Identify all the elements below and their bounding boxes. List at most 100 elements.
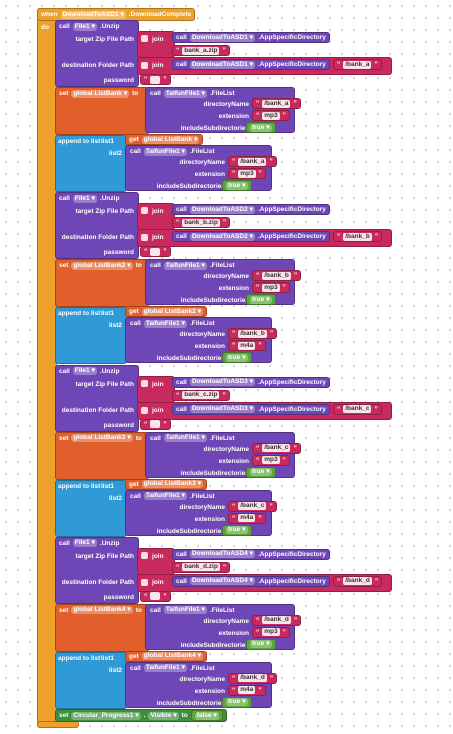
text-block: “/bank_d” xyxy=(333,575,383,587)
quote-close: ” xyxy=(222,563,227,571)
component-dropdown[interactable]: TaifunFile1 ▾ xyxy=(143,319,187,328)
password-text-value[interactable] xyxy=(150,420,161,429)
text-block-value[interactable]: mp3 xyxy=(262,456,280,465)
text-block-value[interactable]: bank_c.zip xyxy=(182,391,220,400)
quote-close: ” xyxy=(258,686,262,694)
text-block-value[interactable]: bank_a.zip xyxy=(182,46,220,55)
to-label: to xyxy=(135,262,142,270)
variable-dropdown[interactable]: global ListBank4 ▾ xyxy=(71,606,133,615)
unzip-block xyxy=(55,536,139,604)
component-dropdown[interactable]: TaifunFile1 ▾ xyxy=(143,664,187,673)
boolean[interactable]: true ▾ xyxy=(250,295,272,304)
call-label: call xyxy=(59,367,70,375)
variable-dropdown-value: global ListBank4 xyxy=(143,652,196,660)
password-text-value[interactable] xyxy=(150,592,161,601)
boolean[interactable]: true ▾ xyxy=(226,353,248,362)
component-dropdown[interactable]: DownloadToASD3 ▾ xyxy=(189,378,255,387)
component-dropdown[interactable]: TaifunFile1 ▾ xyxy=(163,606,207,615)
component-dropdown[interactable]: DownloadToASD1 ▾ xyxy=(189,33,255,42)
text-block-value[interactable]: m4a xyxy=(238,514,256,523)
boolean-value: true xyxy=(252,640,265,648)
password-text-value[interactable] xyxy=(150,247,161,256)
text-block-value[interactable]: mp3 xyxy=(262,628,280,637)
call-block: call DownloadToASD2 ▾ .AppSpecificDirectory xyxy=(172,204,330,216)
variable-dropdown[interactable]: global ListBank3 ▾ xyxy=(141,480,204,489)
text-block-value[interactable]: mp3 xyxy=(238,169,256,178)
quote-close: ” xyxy=(282,112,286,119)
method-label: .FileList xyxy=(209,606,235,614)
quote-close: ” xyxy=(374,405,378,413)
text-block-value[interactable]: bank_d.zip xyxy=(182,563,220,572)
text-block-value[interactable]: /bank_b xyxy=(343,232,372,241)
text-block-value[interactable]: /bank_a xyxy=(343,60,372,69)
component-dropdown[interactable]: TaifunFile1 ▾ xyxy=(163,89,207,98)
component-dropdown[interactable]: DownloadToASD3 ▾ xyxy=(189,405,255,414)
join-gear xyxy=(141,207,148,215)
filelist-header: call TaifunFile1 ▾ .FileList xyxy=(147,260,238,271)
do-label: do xyxy=(41,24,49,31)
text-block-value[interactable]: /bank_d xyxy=(262,616,291,625)
unzip-header: call File1 ▾ .Unzip xyxy=(56,366,122,377)
component-dropdown[interactable]: DownloadToASD4 ▾ xyxy=(189,550,255,559)
component-dropdown[interactable]: DownloadToASD4 ▾ xyxy=(189,577,255,586)
dropdown-arrow: ▾ xyxy=(123,89,128,97)
variable-dropdown[interactable]: global ListBank2 ▾ xyxy=(71,261,133,270)
component-dropdown[interactable]: DownloadToASD2 ▾ xyxy=(189,205,255,214)
component-dropdown[interactable]: DownloadToASD2 ▾ xyxy=(189,232,255,241)
text-block-value[interactable]: mp3 xyxy=(262,111,280,120)
text-block-value[interactable]: /bank_c xyxy=(262,444,291,453)
text-block-value[interactable]: /bank_a xyxy=(262,99,291,108)
variable-dropdown[interactable]: global ListBank3 ▾ xyxy=(71,434,133,443)
boolean[interactable]: true ▾ xyxy=(226,181,248,190)
property-dropdown[interactable]: Visible ▾ xyxy=(148,711,179,720)
quote-close: ” xyxy=(282,456,286,464)
boolean[interactable]: true ▾ xyxy=(226,526,248,535)
dropdown-arrow: ▾ xyxy=(181,147,185,155)
text-block-value[interactable]: m4a xyxy=(238,341,256,350)
text-block-value[interactable]: /bank_c xyxy=(238,502,267,511)
setter-block: set Circular_Progress1 ▾. Visible ▾ to false ▾ xyxy=(55,709,227,722)
component-dropdown[interactable]: Circular_Progress1 ▾ xyxy=(71,711,141,720)
component-dropdown[interactable]: TaifunFile1 ▾ xyxy=(143,492,187,501)
component-dropdown[interactable]: TaifunFile1 ▾ xyxy=(163,261,207,270)
text-block-value[interactable]: /bank_a xyxy=(238,157,267,166)
component-dropdown[interactable]: DownloadToASD1 ▾ xyxy=(189,60,255,69)
boolean-value: true xyxy=(228,698,241,706)
text-block: “m4a” xyxy=(228,684,266,696)
boolean[interactable]: true ▾ xyxy=(250,468,272,477)
text-block-value[interactable]: /bank_d xyxy=(238,674,267,683)
text-block-value[interactable]: /bank_b xyxy=(262,271,291,280)
text-block-value[interactable]: bank_b.zip xyxy=(182,218,220,227)
call-label: call xyxy=(176,61,187,68)
get-block: get global ListBank4 ▾ xyxy=(125,650,208,662)
call-label: call xyxy=(176,34,187,41)
variable-dropdown[interactable]: global ListBank2 ▾ xyxy=(141,307,204,316)
component-dropdown[interactable]: TaifunFile1 ▾ xyxy=(163,434,207,443)
component-dropdown-value: TaifunFile1 xyxy=(145,319,180,327)
text-block-value[interactable]: m4a xyxy=(238,686,256,695)
component-dropdown[interactable]: TaifunFile1 ▾ xyxy=(143,147,187,156)
boolean[interactable]: true ▾ xyxy=(250,123,272,132)
text-block-value[interactable]: /bank_b xyxy=(238,329,267,338)
component-dropdown[interactable]: DownloadToASD1 ▾ xyxy=(60,10,126,19)
variable-dropdown[interactable]: global ListBank4 ▾ xyxy=(141,652,204,661)
variable-dropdown-value: global ListBank xyxy=(143,135,193,143)
password-text-value[interactable] xyxy=(150,75,161,84)
component-dropdown-value: DownloadToASD1 xyxy=(62,10,119,18)
text-block-value[interactable]: mp3 xyxy=(262,283,280,292)
component-dropdown[interactable]: File1 ▾ xyxy=(72,539,97,548)
variable-dropdown[interactable]: global ListBank ▾ xyxy=(141,135,200,144)
boolean[interactable]: true ▾ xyxy=(250,640,272,649)
component-dropdown[interactable]: File1 ▾ xyxy=(72,194,97,203)
component-dropdown[interactable]: File1 ▾ xyxy=(72,22,97,31)
filelist-header: call TaifunFile1 ▾ .FileList xyxy=(127,318,218,329)
component-dropdown[interactable]: File1 ▾ xyxy=(72,367,97,376)
boolean[interactable]: true ▾ xyxy=(226,698,248,707)
param-label: extension xyxy=(218,629,249,637)
text-block-value[interactable]: /bank_d xyxy=(343,577,372,586)
text-block-value[interactable]: /bank_c xyxy=(343,405,372,414)
dropdown-arrow: ▾ xyxy=(249,577,253,585)
text-block: “mp3” xyxy=(252,110,290,121)
variable-dropdown[interactable]: global ListBank ▾ xyxy=(71,89,130,98)
boolean[interactable]: false ▾ xyxy=(194,711,219,720)
